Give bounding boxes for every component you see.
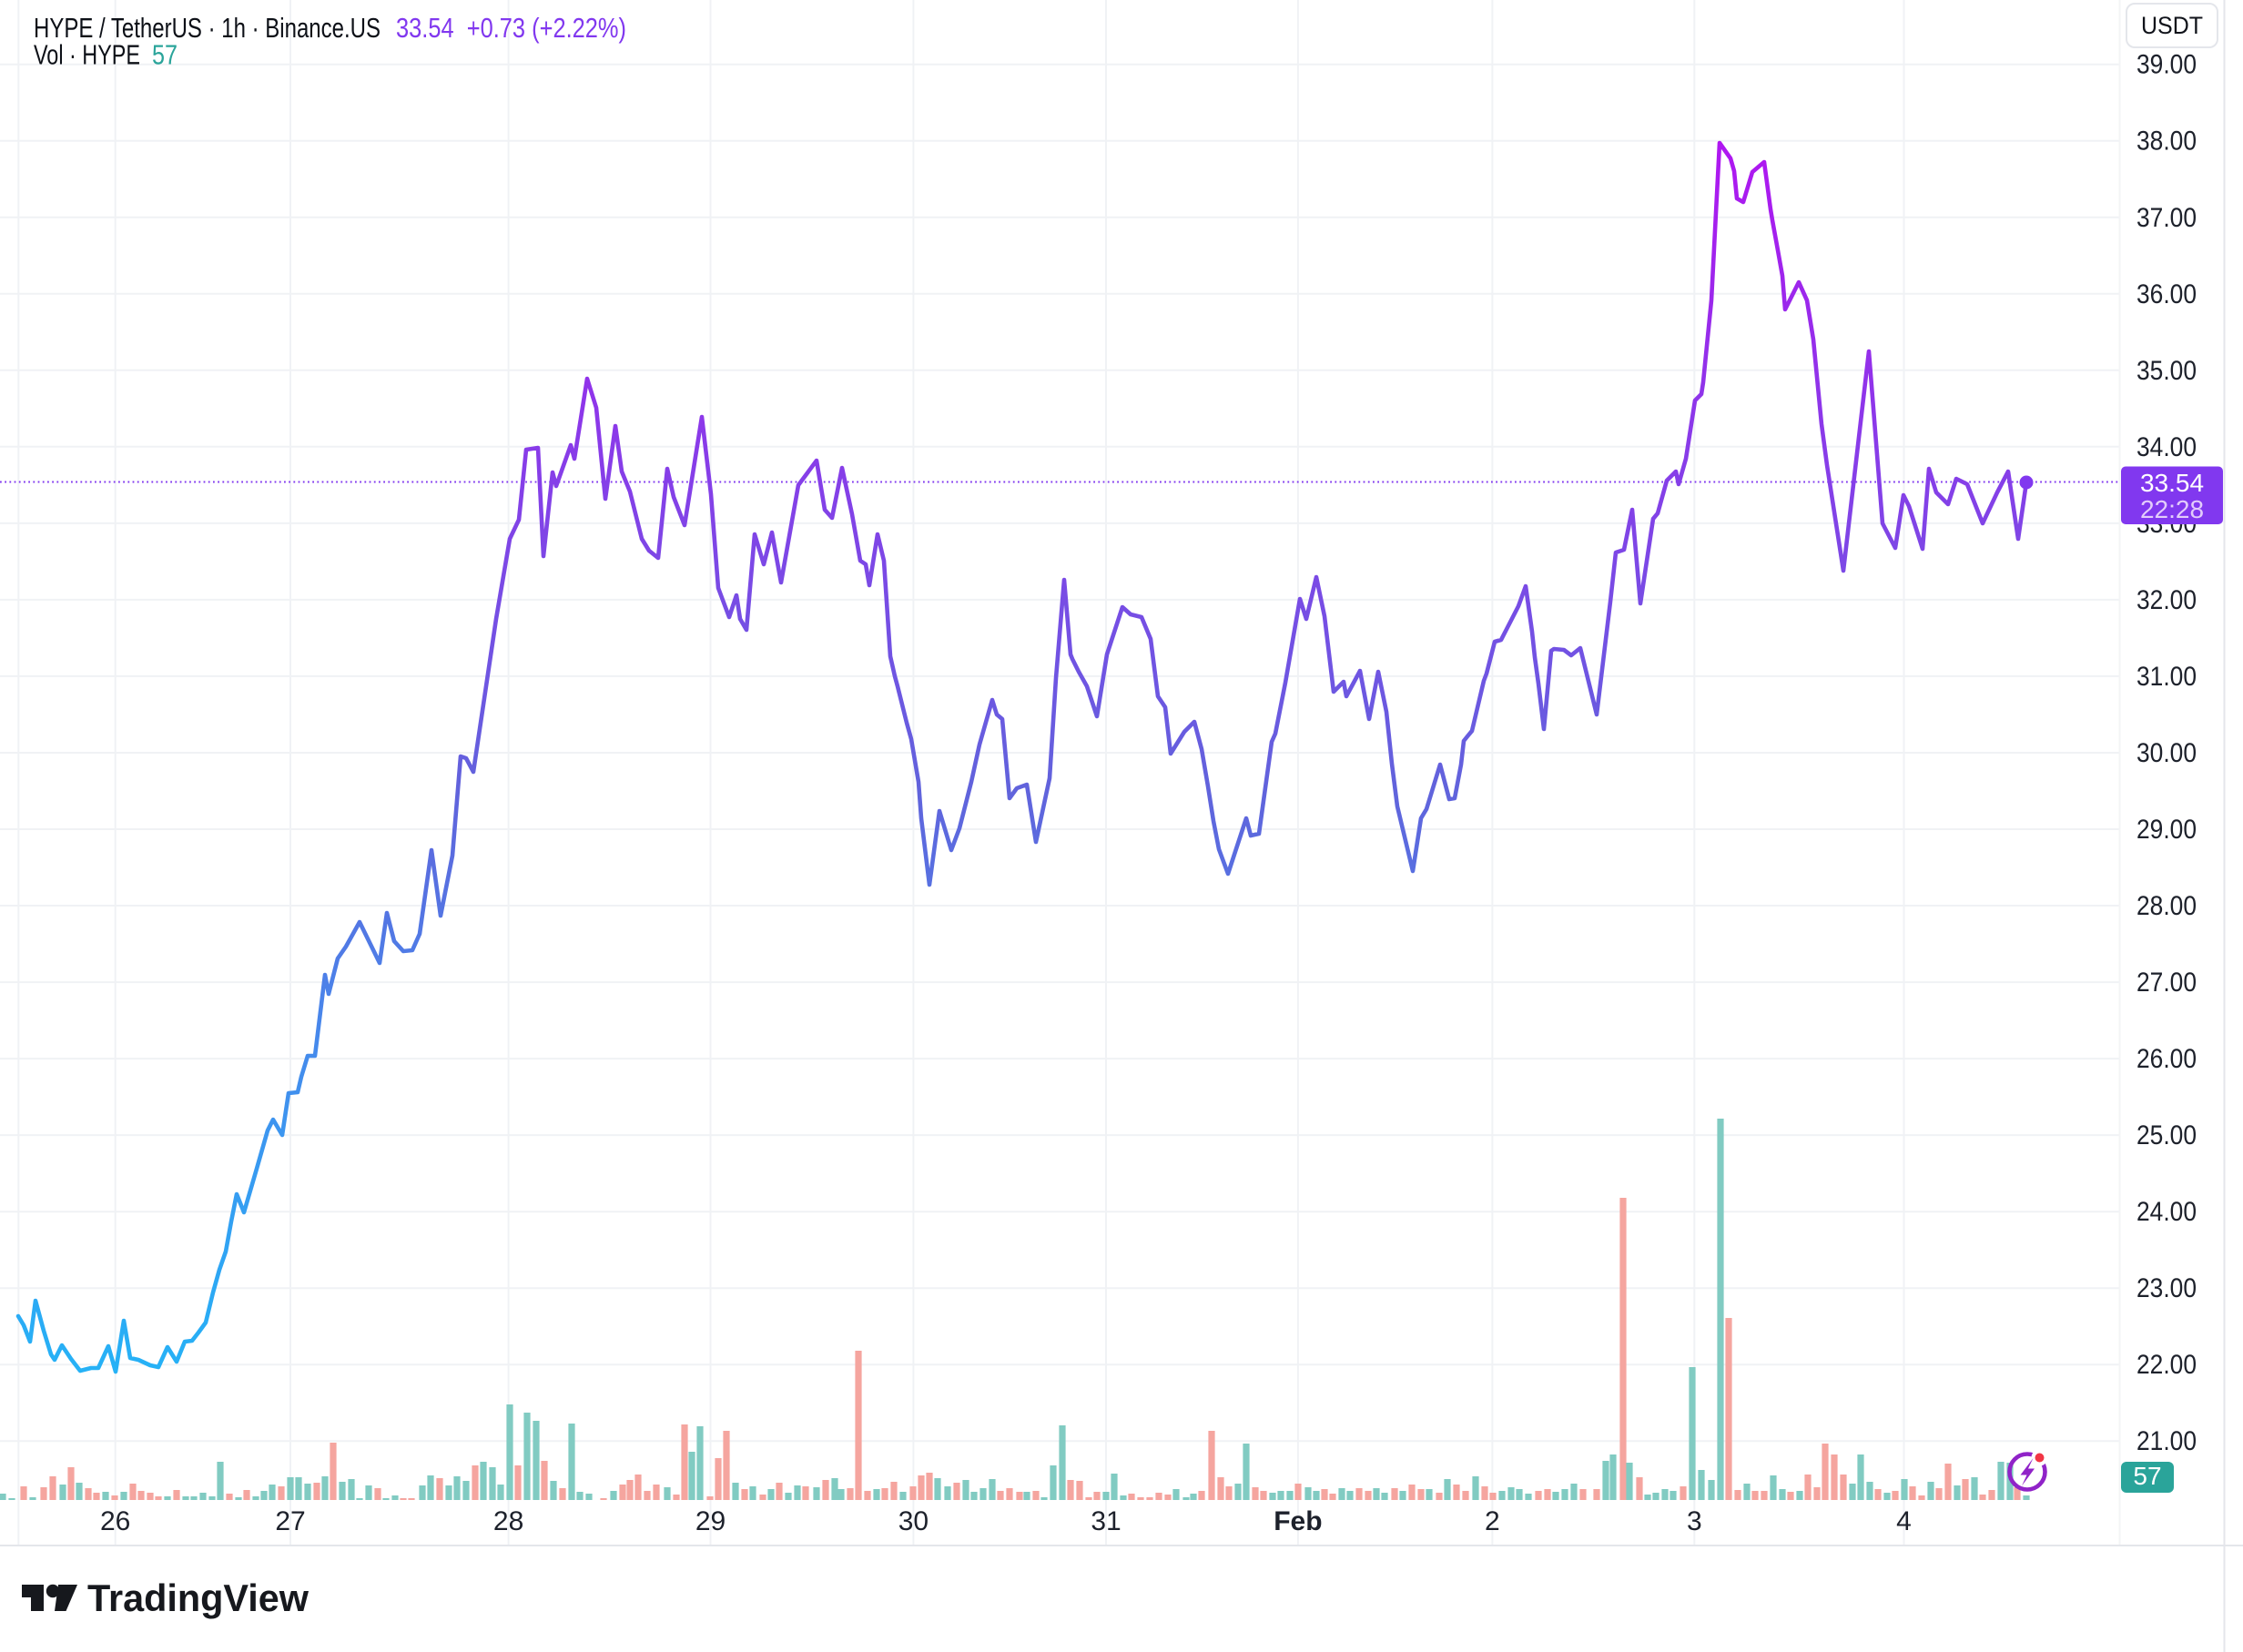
svg-text:28.00: 28.00 [2136,891,2197,921]
svg-text:3: 3 [1687,1506,1702,1536]
svg-text:57: 57 [2133,1462,2161,1490]
svg-text:26: 26 [100,1506,130,1536]
svg-text:36.00: 36.00 [2136,279,2197,309]
svg-text:39.00: 39.00 [2136,50,2197,80]
svg-text:HYPE / TetherUS · 1h · Binance: HYPE / TetherUS · 1h · Binance.US [34,12,381,44]
svg-text:30: 30 [898,1506,929,1536]
svg-text:24.00: 24.00 [2136,1197,2197,1227]
svg-text:30.00: 30.00 [2136,738,2197,768]
svg-text:29.00: 29.00 [2136,815,2197,845]
svg-text:4: 4 [1896,1506,1912,1536]
svg-text:TradingView: TradingView [87,1576,309,1619]
svg-text:38.00: 38.00 [2136,127,2197,157]
svg-text:33.54 +0.73 (+2.22%): 33.54 +0.73 (+2.22%) [396,12,626,44]
svg-text:27.00: 27.00 [2136,968,2197,998]
svg-text:26.00: 26.00 [2136,1044,2197,1074]
svg-text:31: 31 [1091,1506,1121,1536]
svg-text:34.00: 34.00 [2136,432,2197,462]
svg-text:USDT: USDT [2141,12,2203,39]
svg-text:22.00: 22.00 [2136,1350,2197,1380]
svg-text:29: 29 [695,1506,726,1536]
svg-text:33.54: 33.54 [2140,469,2204,497]
svg-text:28: 28 [493,1506,523,1536]
svg-text:23.00: 23.00 [2136,1273,2197,1303]
svg-text:31.00: 31.00 [2136,662,2197,692]
svg-text:32.00: 32.00 [2136,585,2197,615]
svg-text:37.00: 37.00 [2136,203,2197,233]
svg-text:Vol · HYPE: Vol · HYPE [34,39,140,71]
svg-text:57: 57 [152,39,178,71]
svg-text:35.00: 35.00 [2136,356,2197,386]
svg-text:21.00: 21.00 [2136,1426,2197,1456]
svg-text:25.00: 25.00 [2136,1120,2197,1150]
svg-text:27: 27 [275,1506,305,1536]
svg-text:Feb: Feb [1274,1506,1322,1536]
svg-text:22:28: 22:28 [2140,495,2204,523]
svg-text:2: 2 [1485,1506,1500,1536]
